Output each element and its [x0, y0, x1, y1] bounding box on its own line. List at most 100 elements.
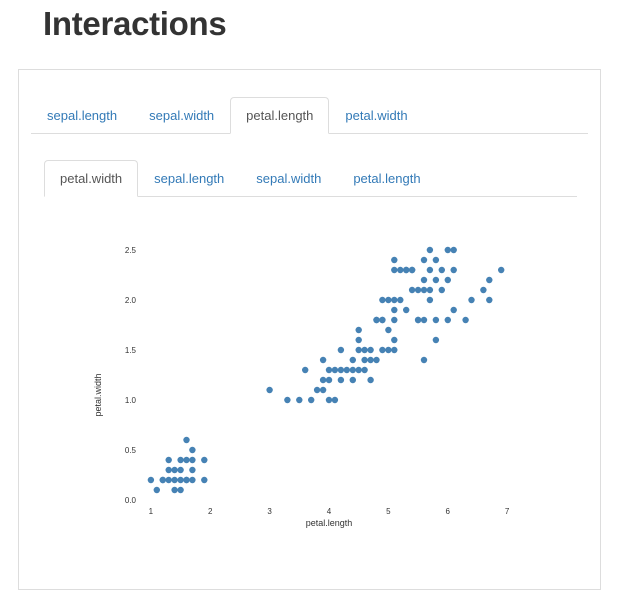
- data-point: [319, 376, 327, 384]
- data-point: [498, 266, 505, 274]
- data-point: [177, 466, 184, 474]
- data-point: [408, 266, 416, 274]
- data-point: [420, 256, 428, 264]
- subtab-sepal-width[interactable]: sepal.width: [256, 171, 322, 186]
- data-point: [408, 286, 416, 294]
- x-tick-label: 5: [386, 507, 391, 516]
- data-point: [426, 246, 434, 254]
- data-point: [355, 336, 362, 344]
- data-point: [385, 326, 392, 334]
- tab-sepal-length[interactable]: sepal.length: [47, 108, 118, 123]
- data-point: [391, 346, 398, 354]
- data-point: [183, 476, 190, 484]
- data-point: [159, 476, 166, 484]
- data-point: [432, 256, 440, 264]
- data-point: [444, 276, 451, 284]
- data-point: [349, 356, 356, 364]
- data-point: [486, 276, 493, 284]
- data-point: [373, 356, 380, 364]
- y-tick-label: 0.0: [125, 496, 137, 505]
- data-point: [177, 486, 184, 494]
- data-point: [426, 286, 434, 294]
- data-point: [331, 396, 339, 404]
- subtab-petal-width[interactable]: petal.width: [44, 160, 139, 197]
- data-point: [426, 296, 434, 304]
- data-point: [420, 356, 428, 364]
- y-tick-label: 0.5: [125, 446, 137, 455]
- x-tick-label: 1: [149, 507, 154, 516]
- data-point: [325, 376, 333, 384]
- data-point: [391, 256, 398, 264]
- data-point: [438, 266, 445, 274]
- data-point: [165, 476, 172, 484]
- data-point: [153, 486, 160, 494]
- data-point: [337, 346, 345, 354]
- tab-petal-width[interactable]: petal.width: [345, 108, 408, 123]
- data-point: [391, 336, 398, 344]
- data-point: [444, 316, 451, 324]
- data-point: [319, 386, 327, 394]
- data-point: [361, 346, 368, 354]
- data-point: [385, 346, 392, 354]
- data-point: [165, 466, 172, 474]
- data-point: [450, 306, 457, 314]
- data-point: [367, 356, 374, 364]
- data-point: [432, 336, 440, 344]
- data-point: [391, 296, 398, 304]
- y-tick-label: 2.5: [125, 246, 137, 255]
- data-point: [420, 286, 428, 294]
- subtab-petal-length[interactable]: petal.length: [353, 171, 421, 186]
- data-point: [189, 456, 196, 464]
- x-tick-label: 4: [327, 507, 332, 516]
- data-point: [480, 286, 487, 294]
- data-point: [189, 466, 196, 474]
- data-point: [391, 316, 398, 324]
- tab-sepal-width[interactable]: sepal.width: [149, 108, 215, 123]
- data-point: [177, 456, 184, 464]
- x-tick-label: 3: [267, 507, 272, 516]
- data-point: [349, 376, 356, 384]
- x-tick-label: 7: [505, 507, 510, 516]
- inner-tab-bar: petal.width sepal.length sepal.width pet…: [44, 159, 577, 197]
- data-point: [337, 376, 345, 384]
- data-point: [403, 306, 410, 314]
- data-point: [426, 266, 434, 274]
- data-point: [296, 396, 303, 404]
- data-point: [189, 446, 196, 454]
- x-axis-label: petal.length: [306, 518, 353, 528]
- y-tick-label: 1.0: [125, 396, 137, 405]
- scatter-plot: 1 2 3 4 5 6 7 0.0 0.5 1.0 1.5 2.0 2.5 petal.length pet…: [93, 246, 510, 528]
- data-point: [450, 266, 457, 274]
- data-point: [355, 326, 362, 334]
- data-point: [373, 316, 380, 324]
- page-title: Interactions: [43, 5, 227, 42]
- data-point: [355, 346, 362, 354]
- outer-tab-bar: sepal.length sepal.width petal.length pe…: [31, 96, 588, 134]
- tab-petal-length[interactable]: petal.length: [230, 97, 330, 134]
- data-point: [147, 476, 155, 484]
- data-point: [420, 316, 428, 324]
- data-point: [171, 466, 178, 474]
- data-point: [183, 456, 190, 464]
- data-point: [308, 396, 315, 404]
- data-point: [450, 246, 457, 254]
- data-point: [379, 296, 386, 304]
- data-point: [468, 296, 475, 304]
- data-point: [391, 266, 398, 274]
- data-point: [302, 366, 309, 374]
- data-point: [385, 296, 392, 304]
- data-point: [438, 286, 445, 294]
- data-point: [349, 366, 356, 374]
- interactions-panel: sepal.length sepal.width petal.length pe…: [18, 69, 601, 590]
- data-point: [325, 366, 333, 374]
- data-point: [397, 266, 404, 274]
- data-point: [414, 316, 422, 324]
- data-point: [183, 436, 190, 444]
- data-point: [201, 456, 208, 464]
- y-tick-label: 1.5: [125, 346, 137, 355]
- subtab-sepal-length[interactable]: sepal.length: [154, 171, 225, 186]
- data-point: [414, 286, 422, 294]
- data-point: [331, 366, 339, 374]
- data-point: [379, 316, 386, 324]
- data-point: [486, 296, 493, 304]
